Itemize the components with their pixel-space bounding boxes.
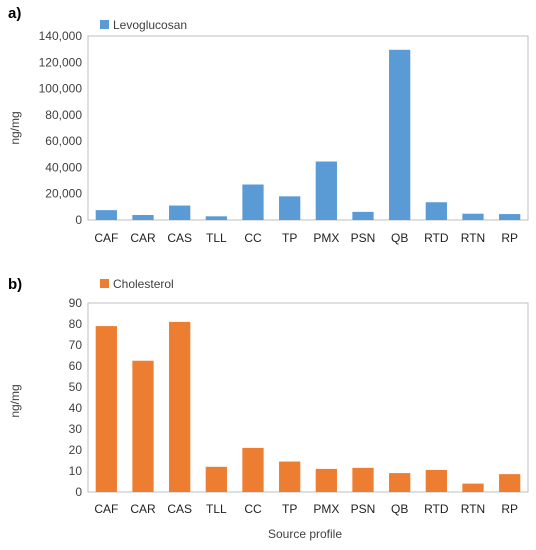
bar-cc: [242, 447, 264, 492]
x-tick-label: QB: [391, 231, 408, 245]
y-tick-label: 40,000: [45, 160, 82, 174]
bar-qb: [389, 49, 411, 220]
legend-a: Levoglucosan: [100, 18, 187, 32]
y-tick-label: 50: [69, 380, 83, 394]
x-tick-label: CAR: [130, 502, 156, 516]
y-tick-label: 90: [69, 296, 83, 310]
chart-panel-b: b) ng/mg Cholesterol 0 10 20 30 40 50 60 70 80 90…: [8, 276, 529, 541]
legend-label-levoglucosan: Levoglucosan: [113, 18, 187, 32]
x-tick-label: PMX: [313, 502, 339, 516]
bar-rp: [499, 214, 521, 220]
x-tick-label: RTN: [461, 502, 485, 516]
y-tick-label: 0: [75, 213, 82, 227]
bar-tp: [279, 461, 301, 492]
chart-panel-a: a) ng/mg Levoglucosan 0 20,000 40,000 60,00…: [8, 5, 529, 245]
y-tick-label: 30: [69, 422, 83, 436]
y-tick-label: 20,000: [45, 187, 82, 201]
bar-rtd: [425, 202, 447, 220]
y-tick-label: 80: [69, 317, 83, 331]
x-tick-label: RP: [501, 231, 518, 245]
bar-tll: [205, 216, 227, 220]
x-tick-label: PSN: [351, 502, 376, 516]
y-tick-label: 80,000: [45, 108, 82, 122]
x-tick-label: TLL: [206, 502, 227, 516]
bar-rtn: [462, 483, 484, 492]
y-axis-title-b: ng/mg: [8, 384, 22, 417]
bar-rtd: [425, 469, 447, 492]
y-tick-label: 0: [75, 485, 82, 499]
x-tick-label: CAR: [130, 231, 156, 245]
legend-swatch-levoglucosan: [100, 20, 109, 29]
bar-pmx: [315, 161, 337, 220]
x-tick-label: CAF: [94, 231, 118, 245]
x-tick-label: TP: [282, 231, 297, 245]
x-tick-label: CAS: [167, 231, 192, 245]
bar-cas: [169, 321, 191, 492]
y-tick-label: 120,000: [39, 55, 83, 69]
bar-cas: [169, 205, 191, 220]
x-tick-label: PMX: [313, 231, 339, 245]
bar-cc: [242, 184, 264, 220]
y-tick-label: 60,000: [45, 134, 82, 148]
legend-label-cholesterol: Cholesterol: [113, 277, 174, 291]
y-tick-label: 70: [69, 338, 83, 352]
bar-caf: [95, 210, 117, 220]
bar-qb: [389, 473, 411, 492]
x-tick-label: CC: [244, 502, 262, 516]
bar-car: [132, 215, 154, 220]
legend-b: Cholesterol: [100, 277, 174, 291]
x-tick-label: CAS: [167, 502, 192, 516]
x-tick-label: QB: [391, 502, 408, 516]
y-tick-label: 140,000: [39, 29, 83, 43]
bar-car: [132, 360, 154, 492]
x-tick-label: TLL: [206, 231, 227, 245]
x-axis-title: Source profile: [268, 527, 342, 541]
y-tick-label: 40: [69, 401, 83, 415]
x-tick-label: TP: [282, 502, 297, 516]
x-tick-label: PSN: [351, 231, 376, 245]
bar-psn: [352, 211, 374, 220]
x-tick-label: CC: [244, 231, 262, 245]
bar-psn: [352, 467, 374, 492]
plot-border-a: [87, 35, 529, 221]
plot-area-b: 0 10 20 30 40 50 60 70 80 90 CAF CAR CAS TLL CC TP PMX PS…: [69, 296, 529, 516]
bar-rp: [499, 474, 521, 492]
y-tick-label: 100,000: [39, 82, 83, 96]
y-tick-label: 20: [69, 443, 83, 457]
panel-label-b: b): [8, 276, 22, 293]
legend-swatch-cholesterol: [100, 279, 109, 288]
x-tick-label: RP: [501, 502, 518, 516]
x-tick-label: RTD: [424, 502, 449, 516]
bar-tp: [279, 196, 301, 220]
x-tick-label: RTD: [424, 231, 449, 245]
x-tick-label: RTN: [461, 231, 485, 245]
x-tick-label: CAF: [94, 502, 118, 516]
bar-caf: [95, 326, 117, 492]
bar-pmx: [315, 468, 337, 492]
bar-rtn: [462, 213, 484, 220]
y-axis-title-a: ng/mg: [8, 111, 22, 144]
y-tick-label: 10: [69, 464, 83, 478]
plot-border-b: [87, 302, 529, 493]
plot-area-a: 0 20,000 40,000 60,000 80,000 100,000 120,000 1…: [39, 29, 529, 245]
panel-label-a: a): [8, 5, 21, 22]
bar-tll: [205, 466, 227, 492]
y-tick-label: 60: [69, 359, 83, 373]
